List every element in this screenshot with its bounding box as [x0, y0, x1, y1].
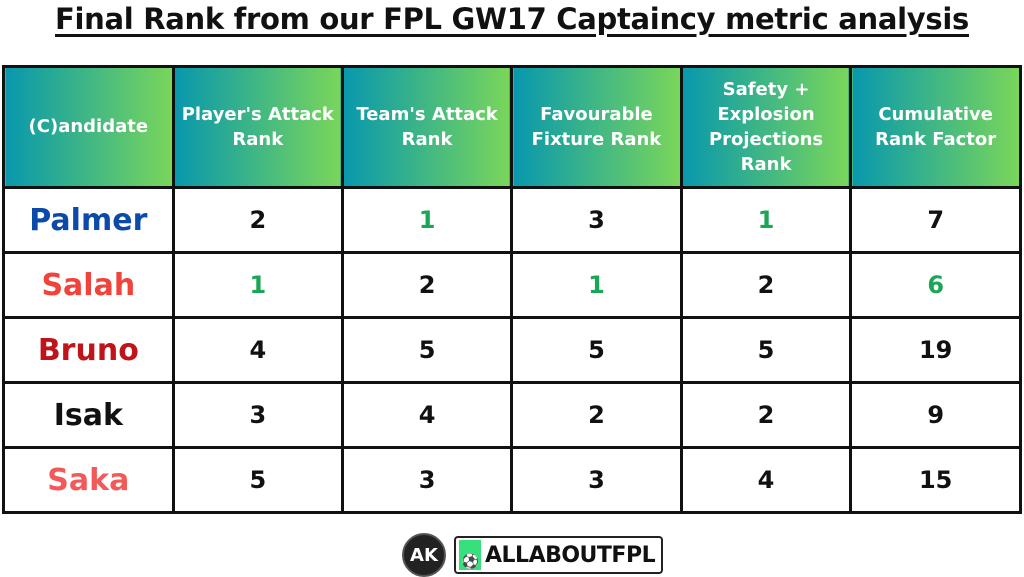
- rank-cell: 3: [171, 381, 344, 449]
- ak-logo: AK: [402, 533, 446, 577]
- header-row: (C)andidate Player's Attack Rank Team's At…: [2, 65, 1022, 189]
- candidate-name: Saka: [2, 446, 175, 514]
- rank-cell: 1: [510, 251, 683, 319]
- column-header: (C)andidate: [2, 65, 175, 189]
- table-row: Salah 1 2 1 2 6: [2, 251, 1022, 319]
- brand-text: ALLABOUTFPL: [485, 542, 656, 568]
- table-row: Isak 3 4 2 2 9: [2, 381, 1022, 449]
- column-header: Cumulative Rank Factor: [849, 65, 1022, 189]
- logos: AK ⚽ ALLABOUTFPL: [402, 533, 664, 577]
- rank-cell: 1: [171, 251, 344, 319]
- allaboutfpl-logo: ⚽ ALLABOUTFPL: [454, 536, 664, 574]
- rank-table: (C)andidate Player's Attack Rank Team's At…: [2, 65, 1022, 514]
- rank-cell: 5: [171, 446, 344, 514]
- rank-cell: 1: [679, 186, 853, 254]
- rank-cell: 3: [510, 186, 683, 254]
- rank-cell: 15: [849, 446, 1022, 514]
- table-row: Bruno 4 5 5 5 19: [2, 316, 1022, 384]
- rank-cell: 2: [340, 251, 514, 319]
- page-title: Final Rank from our FPL GW17 Captaincy m…: [55, 2, 969, 36]
- rank-cell: 4: [171, 316, 344, 384]
- column-header: Favourable Fixture Rank: [510, 65, 683, 189]
- column-header: Team's Attack Rank: [340, 65, 514, 189]
- football-icon: ⚽: [459, 540, 481, 570]
- column-header: Safety + Explosion Projections Rank: [679, 65, 853, 189]
- rank-cell: 5: [679, 316, 853, 384]
- rank-cell: 3: [340, 446, 514, 514]
- rank-cell: 2: [679, 251, 853, 319]
- column-header: Player's Attack Rank: [171, 65, 344, 189]
- rank-cell: 6: [849, 251, 1022, 319]
- rank-cell: 2: [510, 381, 683, 449]
- candidate-name: Bruno: [2, 316, 175, 384]
- rank-cell: 9: [849, 381, 1022, 449]
- candidate-name: Isak: [2, 381, 175, 449]
- table-row: Palmer 2 1 3 1 7: [2, 186, 1022, 254]
- rank-cell: 1: [340, 186, 514, 254]
- candidate-name: Salah: [2, 251, 175, 319]
- rank-cell: 19: [849, 316, 1022, 384]
- rank-cell: 7: [849, 186, 1022, 254]
- rank-cell: 2: [679, 381, 853, 449]
- rank-cell: 5: [340, 316, 514, 384]
- rank-cell: 5: [510, 316, 683, 384]
- rank-cell: 4: [340, 381, 514, 449]
- rank-cell: 2: [171, 186, 344, 254]
- table-row: Saka 5 3 3 4 15: [2, 446, 1022, 514]
- candidate-name: Palmer: [2, 186, 175, 254]
- rank-cell: 3: [510, 446, 683, 514]
- rank-cell: 4: [679, 446, 853, 514]
